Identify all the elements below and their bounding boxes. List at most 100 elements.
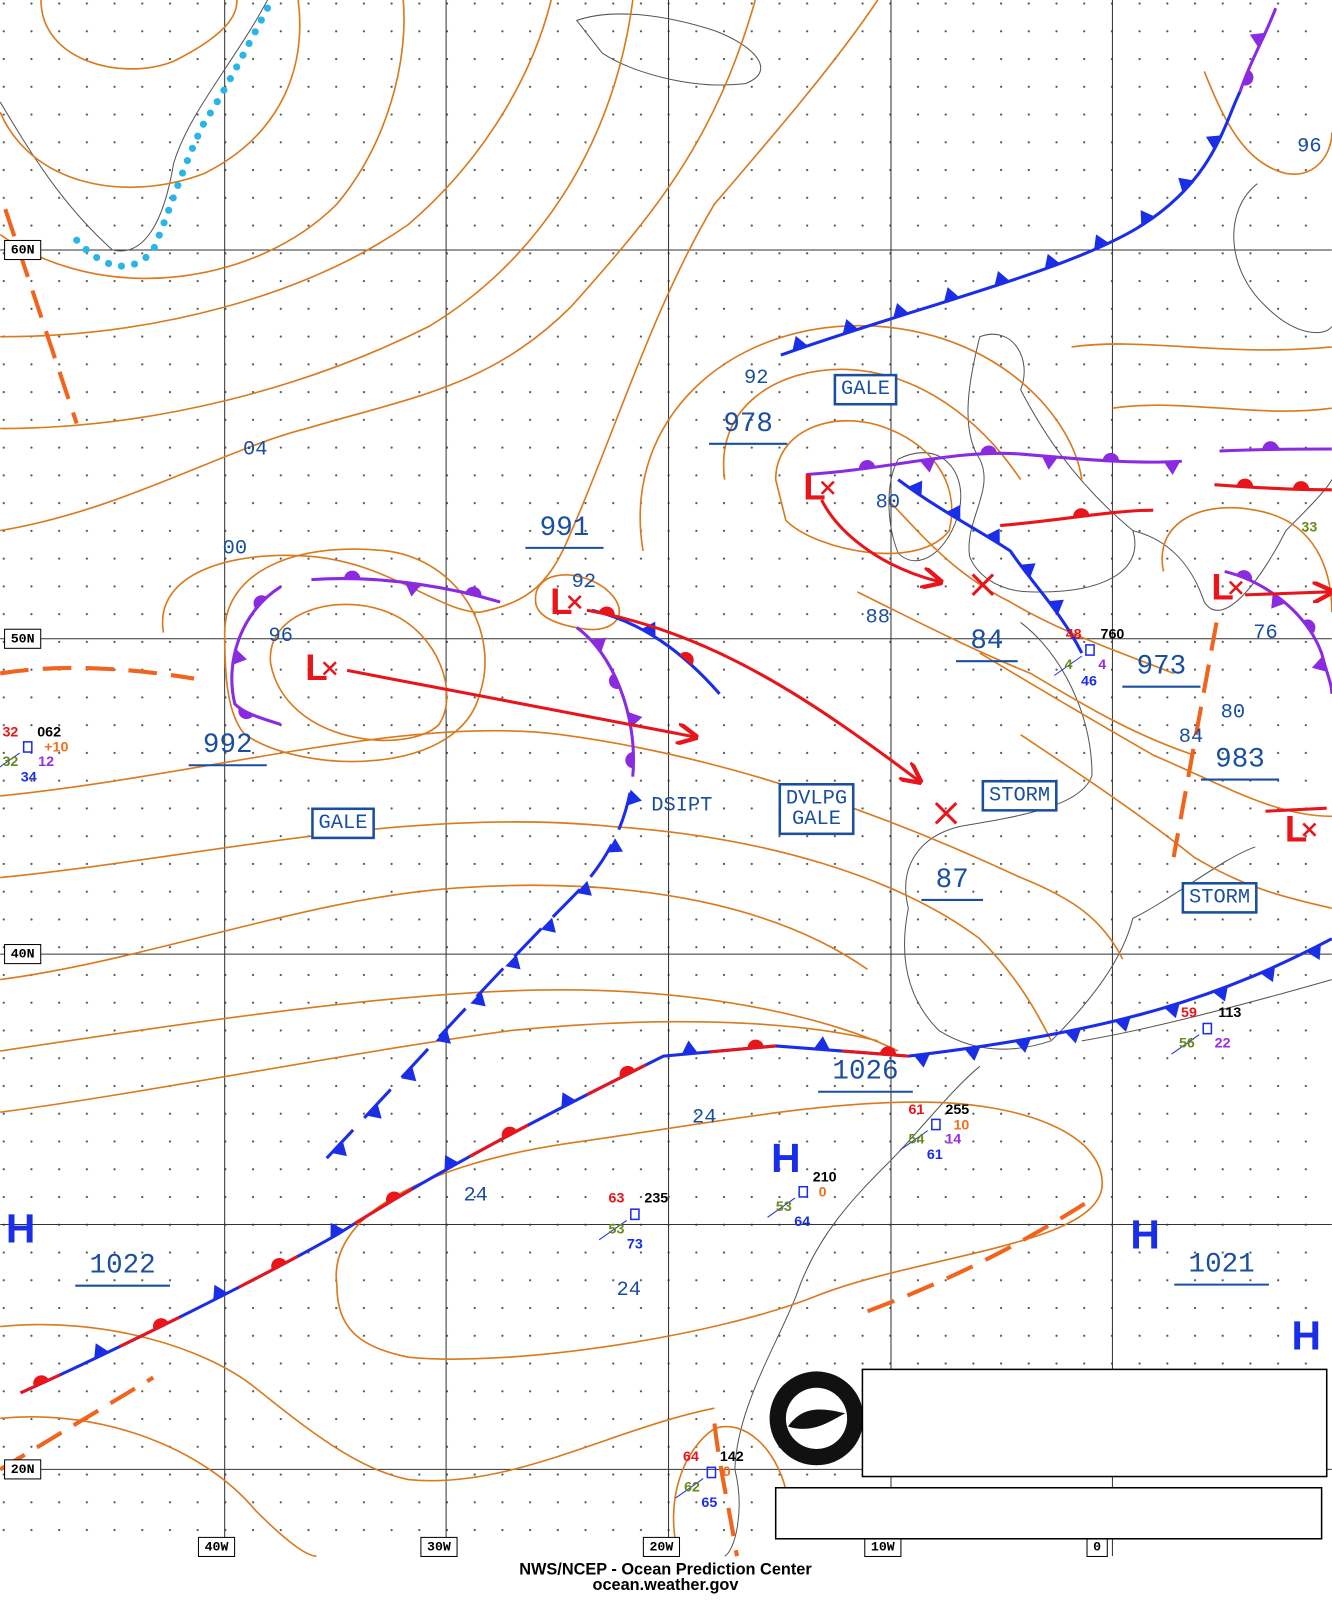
pressure-label: 84: [970, 626, 1003, 657]
warning-box: [1181, 881, 1258, 914]
isobar: [639, 324, 1083, 552]
front-triangle: [576, 880, 592, 896]
low-center: L: [1285, 808, 1307, 849]
coast-britain: [967, 333, 1136, 593]
front-triangle: [505, 954, 521, 970]
station-icon: [630, 1208, 640, 1221]
pressure-label: 983: [1215, 744, 1265, 775]
pressure-label: 92: [744, 367, 768, 390]
front-semicircle: [1302, 619, 1316, 635]
station-value: 62: [684, 1480, 700, 1496]
longitude-label: 20W: [649, 1539, 673, 1554]
station-icon: [798, 1185, 809, 1198]
station-wind: [675, 1478, 704, 1499]
isobar: [0, 988, 899, 1052]
pressure-label: 76: [1253, 622, 1277, 645]
front-semicircle: [1102, 452, 1120, 462]
isobar: [0, 0, 301, 189]
front-triangle: [946, 504, 961, 521]
front-triangle: [1094, 234, 1109, 250]
station-value: 255: [945, 1102, 969, 1118]
front-semicircle: [253, 595, 267, 610]
front-triangle: [985, 528, 1000, 545]
isobar: [1112, 404, 1332, 412]
front-triangle: [561, 1092, 576, 1108]
pressure-label: 24: [692, 1107, 716, 1130]
front-triangle: [1205, 135, 1222, 150]
isobar: [887, 499, 1174, 675]
front-semicircle: [1242, 69, 1254, 86]
front-triangle: [913, 1053, 931, 1068]
station-wind: [899, 1130, 929, 1151]
pressure-label: 24: [617, 1279, 641, 1302]
info-box: [861, 1368, 1328, 1478]
station-icon: [706, 1466, 717, 1479]
isobar: [1203, 71, 1332, 175]
front-semicircle: [679, 651, 694, 666]
pressure-label: 1026: [832, 1057, 898, 1088]
isobar: [0, 1415, 317, 1557]
front-triangle: [893, 302, 909, 319]
station-value: 14: [945, 1132, 961, 1148]
label-box: [4, 944, 42, 965]
front: [325, 775, 635, 1160]
station-value: 33: [1301, 519, 1317, 535]
label-box: [642, 1536, 681, 1557]
pressure-label: 1021: [1189, 1250, 1255, 1281]
front-semicircle: [625, 752, 634, 769]
high-center: H: [1292, 1313, 1321, 1359]
front-triangle: [444, 1154, 459, 1171]
front: [897, 478, 1084, 654]
track-arrow: [820, 499, 939, 582]
front-triangle: [908, 480, 923, 497]
front-semicircle: [1236, 570, 1253, 582]
station-value: 210: [813, 1169, 837, 1185]
warning-label: STORM: [989, 784, 1050, 807]
station-value: 12: [38, 754, 54, 770]
trough: [0, 665, 195, 681]
isobar: [0, 0, 757, 532]
station-value: 64: [683, 1449, 699, 1465]
coast-continent: [1132, 479, 1332, 611]
front-triangle: [964, 1046, 981, 1061]
isobar: [335, 1101, 1104, 1360]
ice-edge: [70, 4, 272, 270]
pressure-label: 978: [723, 409, 773, 440]
troughs: [0, 208, 1219, 1557]
station-icon: [1085, 644, 1095, 656]
station-value: 32: [2, 754, 18, 770]
front: [1224, 569, 1332, 694]
front-triangle: [1163, 461, 1181, 475]
latitude-label: 40N: [11, 947, 35, 962]
station-value: 22: [1215, 1036, 1231, 1052]
station-value: 10: [953, 1117, 969, 1133]
low-center: L: [305, 647, 327, 688]
coast-iberia: [904, 622, 1256, 1050]
station-value: 062: [37, 724, 61, 740]
front-triangle: [1178, 177, 1194, 193]
front-triangle: [232, 648, 247, 665]
front-triangle: [366, 1103, 382, 1119]
label-box: [197, 1536, 236, 1557]
front-semicircle: [344, 570, 361, 579]
front: [1219, 447, 1332, 453]
station-value: 0: [819, 1185, 827, 1201]
front-triangle: [1020, 563, 1036, 578]
high-center: H: [6, 1205, 35, 1251]
pressure-label: 992: [203, 730, 253, 761]
front-triangle: [919, 458, 936, 473]
station-value: 63: [609, 1191, 625, 1207]
station-wind: [767, 1197, 796, 1218]
front-semicircle: [608, 673, 621, 690]
warning-label: GALE: [792, 808, 841, 831]
isobar: [0, 1020, 878, 1114]
trough: [712, 1423, 739, 1557]
front: [230, 585, 282, 726]
isobar: [269, 603, 448, 742]
isobar: [161, 0, 879, 633]
coast-ireland: [888, 452, 962, 562]
pressure-label: 1022: [90, 1251, 156, 1282]
station-value: 73: [627, 1237, 643, 1253]
station-wind: [0, 752, 20, 768]
